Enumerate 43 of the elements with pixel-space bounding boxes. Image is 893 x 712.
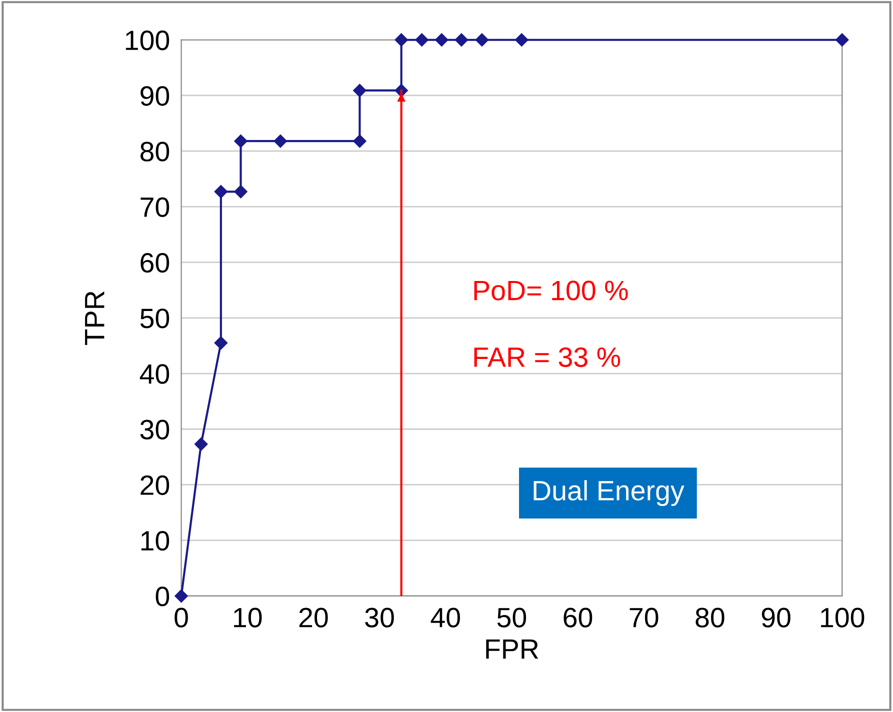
y-tick-label: 40 [140, 364, 170, 384]
y-tick-label: 80 [140, 142, 170, 162]
x-tick-label: 30 [365, 608, 394, 628]
x-tick-label: 0 [174, 608, 188, 628]
point [353, 134, 366, 148]
point [234, 185, 248, 198]
point [214, 336, 228, 350]
point [515, 33, 528, 46]
annotation: PoD= 100 % [474, 280, 628, 300]
point [214, 185, 228, 198]
point [194, 438, 208, 451]
x-axis-title: FPR [486, 640, 538, 659]
point [836, 33, 849, 46]
x-tick-label: 80 [696, 608, 724, 628]
point [394, 33, 408, 46]
annotation: FAR = 33 % [474, 347, 620, 368]
x-tick-label: 100 [821, 608, 864, 628]
y-tick-label: 100 [126, 30, 170, 50]
point [274, 134, 287, 148]
annotation: Dual Energy [534, 480, 684, 506]
point [475, 33, 489, 46]
point [174, 589, 188, 603]
x-tick-label: 90 [762, 608, 790, 628]
point [353, 84, 366, 98]
y-tick-label: 60 [140, 252, 170, 273]
x-tick-label: 50 [497, 608, 526, 628]
y-tick-label: 0 [156, 586, 170, 606]
x-tick-label: 10 [234, 608, 262, 628]
y-tick-label: 70 [140, 197, 170, 218]
x-tick-label: 20 [299, 608, 328, 628]
y-tick-label: 90 [140, 86, 170, 106]
y-tick-label: 30 [140, 420, 170, 440]
x-tick-label: 40 [430, 608, 460, 628]
point [454, 33, 468, 46]
y-axis-title: TPR [85, 291, 104, 346]
point [435, 33, 448, 46]
y-tick-label: 20 [140, 475, 170, 496]
point [415, 33, 428, 46]
x-tick-label: 60 [564, 608, 592, 628]
y-tick-label: 50 [140, 308, 170, 328]
x-tick-label: 70 [630, 608, 658, 628]
y-tick-label: 10 [141, 531, 170, 551]
point [234, 134, 248, 148]
